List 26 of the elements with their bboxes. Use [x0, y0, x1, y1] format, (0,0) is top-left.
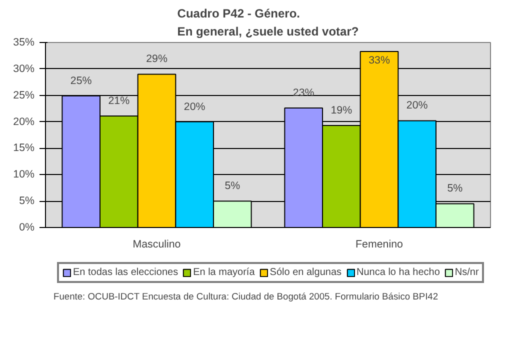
y-tick-label: 15% [13, 142, 36, 154]
y-tick-label: 35% [13, 36, 36, 48]
chart-title: Cuadro P42 - Género. En general, ¿suele usted votar? [177, 6, 359, 38]
data-label: 20% [184, 100, 206, 113]
source-note: Fuente: OCUB-IDCT Encuesta de Cultura: Ciudad de Bogotá 2005. Formulario Básico BPI42 [54, 292, 438, 302]
legend-label: En la mayoría [193, 267, 255, 278]
data-label: 19% [330, 104, 353, 116]
y-tick-label: 10% [13, 168, 36, 181]
x-tick-label: Masculino [132, 238, 181, 250]
data-label: 29% [146, 53, 168, 66]
data-label: 20% [406, 100, 428, 112]
legend-label: En todas las elecciones [73, 267, 178, 278]
data-label: 5% [224, 180, 241, 192]
data-label: 25% [70, 74, 92, 87]
y-tick-label: 20% [13, 116, 36, 128]
legend-label: Ns/nr [454, 267, 479, 278]
x-tick-label: Femenino [356, 238, 404, 250]
data-label: 5% [447, 182, 464, 195]
data-label: 33% [368, 54, 390, 66]
legend-label: Sólo en algunas [270, 267, 342, 278]
legend-label: Nunca lo ha hecho [356, 267, 440, 278]
y-tick-label: 0% [19, 222, 36, 234]
data-label: 21% [108, 94, 130, 107]
y-tick-label: 5% [19, 195, 36, 208]
y-tick-label: 30% [13, 62, 36, 75]
y-tick-label: 25% [13, 89, 36, 102]
